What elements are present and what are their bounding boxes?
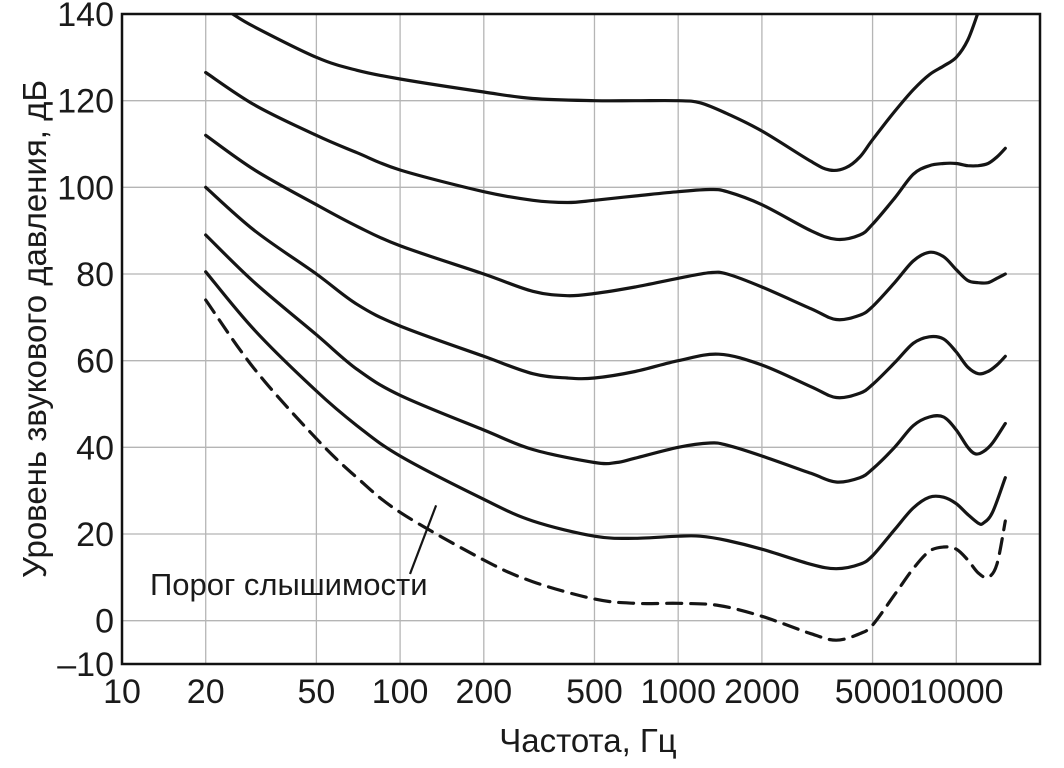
loudness-curve-3	[204, 185, 1007, 400]
x-tick-label-9: 10000	[909, 673, 1004, 711]
y-axis-title: Уровень звукового давления, дБ	[16, 80, 53, 578]
x-tick-label-0: 10	[103, 673, 141, 711]
plot-frame	[120, 12, 1042, 666]
x-tick-label-6: 1000	[640, 673, 716, 711]
y-tick-label-4: 60	[76, 343, 114, 381]
x-tick-label-8: 5000	[835, 673, 911, 711]
x-tick-label-7: 2000	[724, 673, 800, 711]
x-tick-label-5: 500	[566, 673, 623, 711]
loudness-curve-5	[204, 70, 1007, 242]
annotation-label: Порог слышимости	[150, 567, 428, 602]
curves	[204, 14, 1007, 642]
loudness-curve-1	[204, 270, 1007, 571]
x-tick-label-3: 100	[372, 673, 429, 711]
y-tick-label-3: 40	[76, 429, 114, 467]
threshold-annotation: Порог слышимости	[150, 504, 438, 602]
y-tick-label-6: 100	[57, 169, 114, 207]
y-tick-label-5: 80	[76, 256, 114, 294]
threshold-curve	[204, 298, 1007, 642]
loudness-curve-2	[204, 233, 1007, 484]
y-tick-label-7: 120	[57, 83, 114, 121]
x-tick-label-2: 50	[297, 673, 335, 711]
loudness-curve-6	[231, 14, 980, 173]
y-tick-label-0: –10	[57, 646, 114, 684]
annotation-leader-line	[408, 504, 438, 575]
x-tick-label-1: 20	[187, 673, 225, 711]
y-tick-label-1: 0	[95, 603, 114, 641]
y-tick-label-8: 140	[57, 0, 114, 34]
loudness-curve-4	[204, 133, 1007, 322]
x-axis-title: Частота, Гц	[499, 722, 677, 759]
x-tick-label-4: 200	[455, 673, 512, 711]
y-tick-label-2: 20	[76, 516, 114, 554]
